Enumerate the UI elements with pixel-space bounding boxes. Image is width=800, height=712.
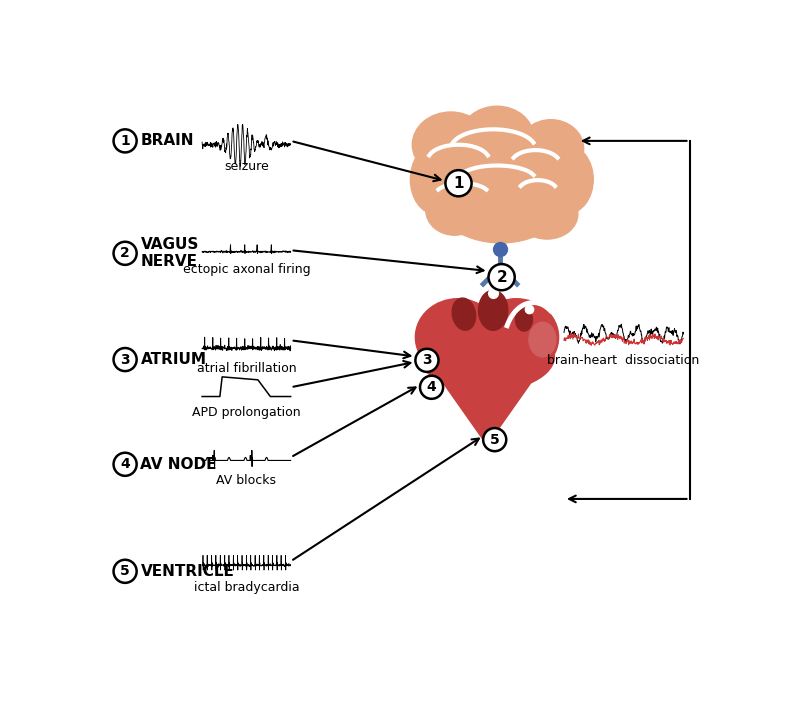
Text: ectopic axonal firing: ectopic axonal firing (182, 263, 310, 276)
Ellipse shape (515, 308, 533, 331)
Ellipse shape (492, 231, 510, 244)
Polygon shape (487, 237, 514, 248)
Ellipse shape (426, 124, 576, 243)
Circle shape (114, 560, 137, 583)
Circle shape (114, 453, 137, 476)
Circle shape (415, 349, 438, 372)
Polygon shape (419, 349, 554, 445)
Ellipse shape (426, 185, 483, 235)
Ellipse shape (478, 290, 508, 330)
Text: atrial fibrillation: atrial fibrillation (197, 362, 296, 375)
Ellipse shape (415, 299, 500, 376)
Text: 4: 4 (426, 380, 437, 394)
Text: 1: 1 (120, 134, 130, 148)
Circle shape (114, 130, 137, 152)
Ellipse shape (529, 323, 556, 357)
Text: 1: 1 (454, 176, 464, 191)
Ellipse shape (452, 298, 476, 330)
Circle shape (483, 428, 506, 451)
Text: 5: 5 (120, 565, 130, 578)
Text: BRAIN: BRAIN (141, 133, 194, 148)
Circle shape (114, 348, 137, 371)
Ellipse shape (518, 120, 584, 177)
Circle shape (114, 242, 137, 265)
Text: 5: 5 (490, 433, 499, 446)
Ellipse shape (516, 189, 578, 239)
Text: 2: 2 (120, 246, 130, 261)
Ellipse shape (474, 299, 558, 376)
Text: APD prolongation: APD prolongation (192, 406, 301, 419)
Text: 3: 3 (422, 353, 432, 367)
Ellipse shape (412, 112, 490, 177)
Ellipse shape (410, 145, 461, 214)
Circle shape (420, 376, 443, 399)
Text: ictal bradycardia: ictal bradycardia (194, 580, 299, 594)
Ellipse shape (539, 145, 594, 214)
Text: brain-heart  dissociation: brain-heart dissociation (547, 354, 699, 367)
Circle shape (489, 264, 514, 290)
Text: 4: 4 (120, 457, 130, 471)
Text: 3: 3 (120, 352, 130, 367)
Ellipse shape (420, 322, 554, 391)
Text: seizure: seizure (224, 160, 269, 173)
Text: 2: 2 (496, 270, 507, 285)
Text: VENTRICLE: VENTRICLE (141, 564, 234, 579)
Text: VAGUS
NERVE: VAGUS NERVE (141, 237, 199, 270)
Ellipse shape (461, 106, 534, 168)
Circle shape (446, 170, 472, 197)
Text: AV NODE: AV NODE (141, 457, 217, 472)
Text: AV blocks: AV blocks (216, 474, 276, 487)
Text: ATRIUM: ATRIUM (141, 352, 206, 367)
